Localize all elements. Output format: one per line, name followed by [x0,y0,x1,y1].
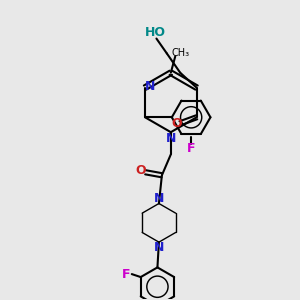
Text: N: N [166,132,176,145]
Text: N: N [154,241,164,254]
Text: O: O [171,117,182,130]
Text: O: O [135,164,146,177]
Text: HO: HO [144,26,165,39]
Text: F: F [122,268,131,281]
Text: F: F [187,142,195,155]
Text: CH₃: CH₃ [172,48,190,58]
Text: N: N [145,80,156,93]
Text: N: N [154,192,164,205]
